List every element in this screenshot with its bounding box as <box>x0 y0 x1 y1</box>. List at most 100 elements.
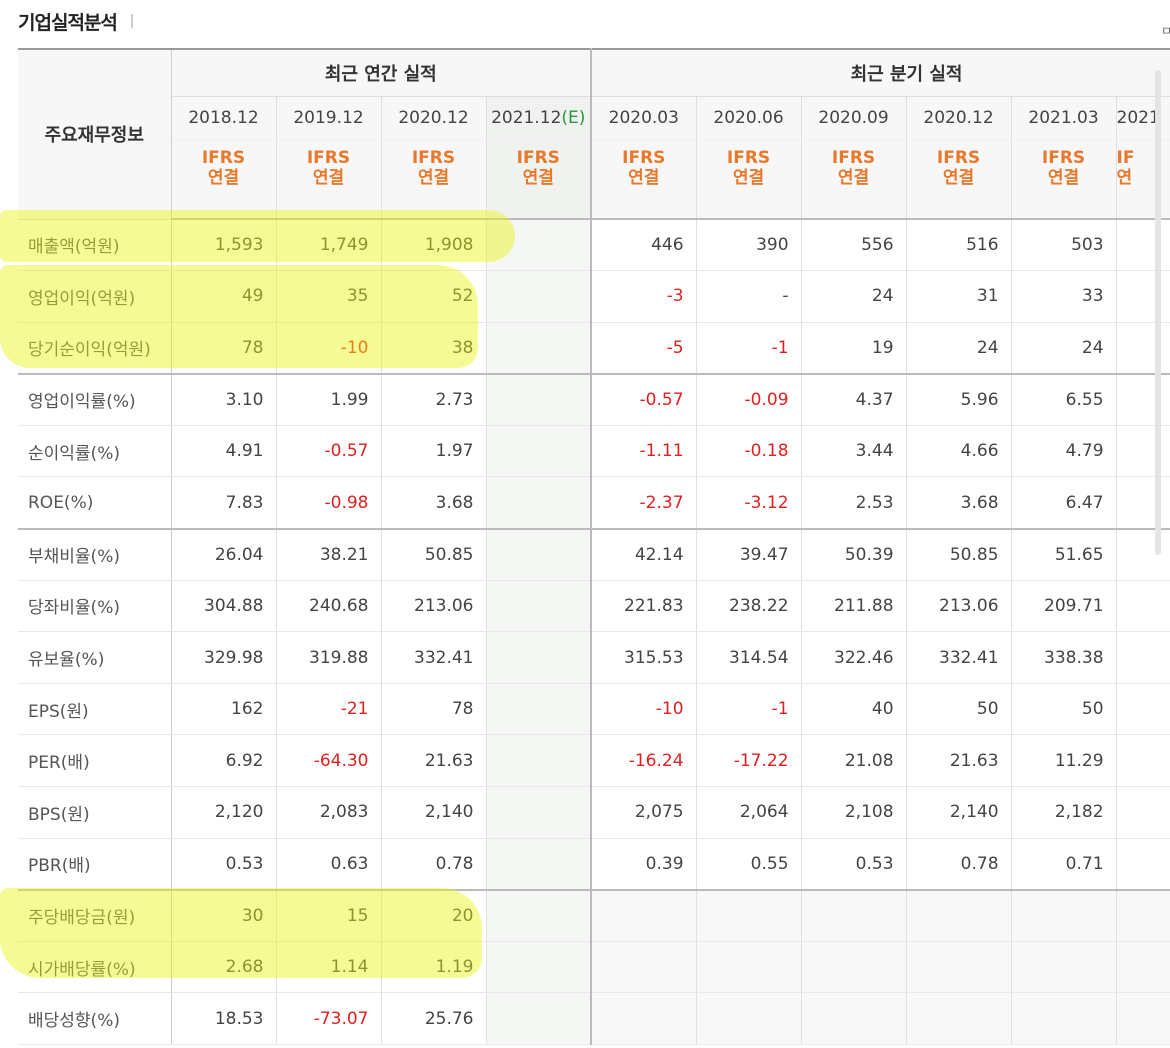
table-cell <box>485 683 593 736</box>
table-cell <box>1115 992 1170 1045</box>
row-label: 순이익률(%) <box>18 425 172 478</box>
table-cell: 24 <box>1010 322 1117 375</box>
table-cell <box>590 889 697 942</box>
table-cell: -5 <box>590 322 697 375</box>
table-cell: 2,140 <box>905 786 1012 839</box>
table-cell: 50 <box>905 683 1012 736</box>
table-row: 영업이익률(%) 3.10 1.99 2.73 -0.57 -0.09 4.37 5.96 6.… <box>18 373 1170 426</box>
table-cell: -21 <box>275 683 381 736</box>
table-cell <box>695 889 802 942</box>
table-cell: 15 <box>275 889 381 942</box>
table-row: PER(배) 6.92 -64.30 21.63 -16.24 -17.22 21.08 21… <box>18 734 1170 788</box>
table-cell: 304.88 <box>170 580 276 633</box>
table-row: ROE(%) 7.83 -0.98 3.68 -2.37 -3.12 2.53 3.68 6.4… <box>18 476 1170 530</box>
financial-table-body: 매출액(억원) 1,593 1,749 1,908 446 390 556 516 503 영업이… <box>18 219 1170 1045</box>
table-cell: -3 <box>590 270 697 323</box>
table-cell: -16.24 <box>590 734 697 788</box>
table-cell <box>800 889 907 942</box>
table-cell: 11.29 <box>1010 734 1117 788</box>
row-label: 시가배당률(%) <box>18 941 172 994</box>
table-cell: 209.71 <box>1010 580 1117 633</box>
table-row: 영업이익(억원) 49 35 52 -3-24 31 33 <box>18 270 1170 323</box>
table-cell <box>1115 322 1170 375</box>
table-cell: 51.65 <box>1010 528 1117 581</box>
table-cell <box>590 992 697 1045</box>
period-header-quarter: 2020.03 <box>590 96 697 140</box>
highlighter-mark-profit <box>0 265 478 368</box>
table-cell <box>485 219 593 272</box>
table-cell: 314.54 <box>695 631 802 684</box>
table-cell: 446 <box>590 219 697 272</box>
corner-icon[interactable]: ㅁ <box>1161 24 1170 38</box>
ifrs-text: IFRS 연결 <box>1041 148 1086 188</box>
header-annual-group: 최근 연간 실적 <box>171 48 593 97</box>
table-cell: 21.08 <box>800 734 907 788</box>
table-cell <box>1115 580 1170 633</box>
table-cell: 50.85 <box>905 528 1012 581</box>
table-cell: 49 <box>170 270 276 323</box>
table-cell: 5.96 <box>905 373 1012 426</box>
page-title: 기업실적분석 <box>18 12 118 34</box>
table-cell: - <box>695 270 802 323</box>
table-cell: 50.85 <box>380 528 486 581</box>
table-row: 당기순이익(억원) 78 -10 38 -5 -1 19 24 24 <box>18 322 1170 375</box>
row-label: BPS(원) <box>18 786 172 839</box>
row-label: PBR(배) <box>18 838 172 891</box>
ifrs-text: IF 연 <box>1116 148 1135 188</box>
table-cell: -73.07 <box>275 992 381 1045</box>
table-cell: 329.98 <box>170 631 276 684</box>
table-cell <box>1115 219 1170 272</box>
table-cell: -0.09 <box>695 373 802 426</box>
table-cell: 240.68 <box>275 580 381 633</box>
row-label: PER(배) <box>18 734 172 788</box>
table-cell <box>695 992 802 1045</box>
table-cell: -64.30 <box>275 734 381 788</box>
table-cell <box>1115 528 1170 581</box>
table-cell: 1.99 <box>275 373 381 426</box>
table-cell: 556 <box>800 219 907 272</box>
table-cell: 390 <box>695 219 802 272</box>
table-cell: 1,749 <box>275 219 381 272</box>
table-cell <box>1115 683 1170 736</box>
row-label: 배당성향(%) <box>18 992 172 1045</box>
table-cell: 0.71 <box>1010 838 1117 891</box>
table-cell: 24 <box>905 322 1012 375</box>
table-cell: 18.53 <box>170 992 276 1045</box>
table-cell: 24 <box>800 270 907 323</box>
row-label: 부채비율(%) <box>18 528 172 581</box>
table-cell: 2,120 <box>170 786 276 839</box>
table-cell: 35 <box>275 270 381 323</box>
table-cell: 2,182 <box>1010 786 1117 839</box>
ifrs-label: IFRS 연결 <box>380 139 486 220</box>
row-label: 당기순이익(억원) <box>18 322 172 375</box>
table-cell: 213.06 <box>905 580 1012 633</box>
table-cell: 25.76 <box>380 992 486 1045</box>
table-cell: 238.22 <box>695 580 802 633</box>
table-row: 주당배당금(원) 30 15 20 <box>18 889 1170 942</box>
ifrs-label: IFRS 연결 <box>485 139 593 220</box>
table-cell: 21.63 <box>380 734 486 788</box>
financial-table: 주요재무정보 최근 연간 실적 최근 분기 실적 2018.12 2019.12 2… <box>18 48 1170 1045</box>
table-cell: 40 <box>800 683 907 736</box>
ifrs-text: IFRS 연결 <box>306 148 351 188</box>
financial-table-container: 주요재무정보 최근 연간 실적 최근 분기 실적 2018.12 2019.12 2… <box>18 48 1170 1045</box>
table-cell <box>1115 786 1170 839</box>
table-cell <box>1115 631 1170 684</box>
highlighter-mark-dividend <box>0 888 482 978</box>
table-cell <box>485 580 593 633</box>
table-cell <box>485 270 593 323</box>
table-cell <box>1115 889 1170 942</box>
table-cell: 2.68 <box>170 941 276 994</box>
table-cell <box>485 838 593 891</box>
ifrs-text: IFRS 연결 <box>201 148 246 188</box>
table-cell <box>1010 889 1117 942</box>
table-cell: -1 <box>695 683 802 736</box>
table-cell: 332.41 <box>905 631 1012 684</box>
table-row: 부채비율(%) 26.04 38.21 50.85 42.14 39.47 50.39 50.… <box>18 528 1170 581</box>
table-cell: 50.39 <box>800 528 907 581</box>
table-cell: -0.57 <box>275 425 381 478</box>
table-cell: 2,108 <box>800 786 907 839</box>
vertical-scrollbar[interactable] <box>1155 70 1161 555</box>
table-cell: 1,593 <box>170 219 276 272</box>
table-cell: 21.63 <box>905 734 1012 788</box>
